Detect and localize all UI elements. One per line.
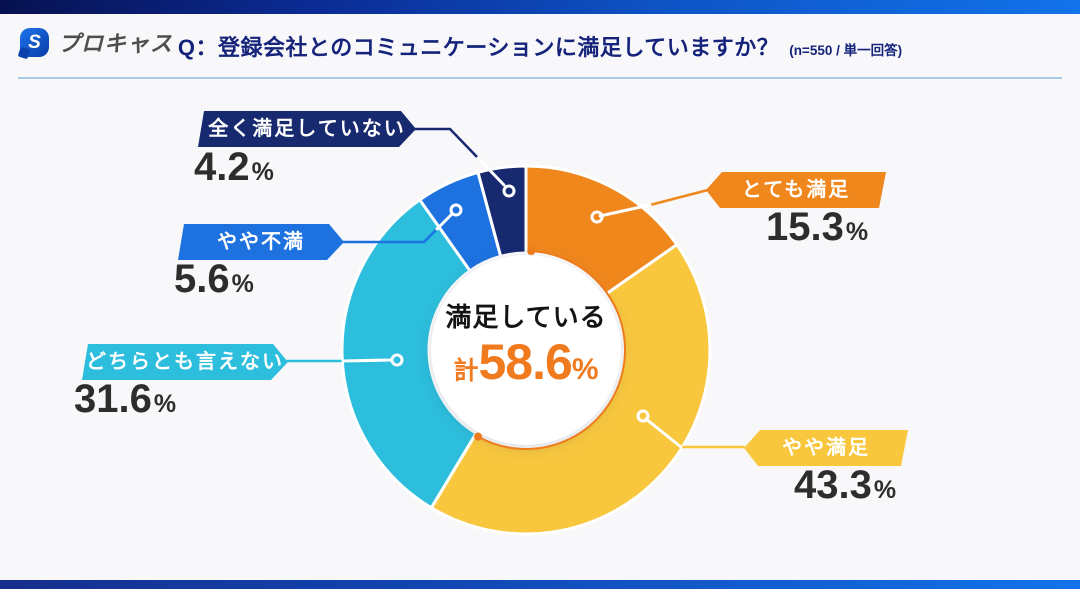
center-total-value: 計58.6%	[406, 337, 646, 387]
label-badge-somewhat-satisfied: やや満足	[744, 430, 908, 466]
callout-line-very-satisfied	[648, 188, 710, 207]
percent-very-satisfied: 15.3%	[766, 205, 869, 249]
bottom-accent-bar	[0, 580, 1080, 589]
center-total-number: 58.6	[478, 334, 573, 390]
center-total-prefix: 計	[453, 357, 479, 385]
label-badge-very-satisfied: とても満足	[706, 172, 886, 208]
question-header: Q：登録会社とのコミュニケーションに満足していますか？ (n=550 / 単一回…	[178, 30, 902, 62]
callout-line-not-satisfied-at-all	[413, 127, 480, 160]
callout-dot-somewhat-satisfied	[636, 409, 650, 423]
callout-line-inner-very-satisfied	[598, 203, 652, 218]
donut-center-label: 満足している 計58.6%	[406, 297, 646, 387]
arc-end-dot-0	[527, 247, 536, 256]
callout-line-somewhat-dissatisfied	[341, 227, 439, 244]
donut-center-circle	[431, 255, 621, 445]
callout-dot-somewhat-dissatisfied	[449, 203, 463, 217]
percent-somewhat-satisfied: 43.3%	[794, 463, 897, 507]
percent-somewhat-dissatisfied: 5.6%	[174, 257, 254, 301]
top-accent-bar	[0, 0, 1080, 14]
logo-text: プロキャス	[58, 31, 174, 56]
center-total-unit: %	[571, 353, 599, 386]
sample-size-note: (n=550 / 単一回答)	[789, 43, 903, 58]
percent-neutral: 31.6%	[74, 377, 177, 421]
donut-segment-somewhat-satisfied	[429, 243, 712, 536]
arc-end-dot-1	[474, 432, 483, 441]
label-badge-not-satisfied-at-all: 全く満足していない	[198, 111, 416, 147]
label-badge-somewhat-dissatisfied: やや不満	[178, 224, 344, 260]
label-badge-neutral: どちらとも言えない	[82, 344, 288, 380]
question-title: Q：登録会社とのコミュニケーションに満足していますか？	[177, 35, 780, 60]
callout-line-inner-neutral	[341, 358, 393, 363]
logo: S プロキャス	[20, 26, 173, 58]
satisfied-total-arc	[477, 250, 626, 450]
center-label-text: 満足している	[445, 302, 607, 332]
callout-line-inner-not-satisfied-at-all	[476, 156, 506, 187]
percent-not-satisfied-at-all: 4.2%	[194, 145, 274, 189]
logo-icon: S	[20, 27, 49, 57]
callout-dot-neutral	[390, 353, 404, 367]
callout-line-inner-somewhat-satisfied	[644, 417, 683, 449]
header-divider	[18, 77, 1062, 79]
donut-segment-neutral	[340, 198, 478, 510]
callout-dot-not-satisfied-at-all	[502, 184, 516, 198]
logo-s-glyph: S	[28, 31, 41, 53]
callout-line-inner-somewhat-dissatisfied	[435, 212, 454, 231]
callout-dot-very-satisfied	[590, 210, 604, 224]
